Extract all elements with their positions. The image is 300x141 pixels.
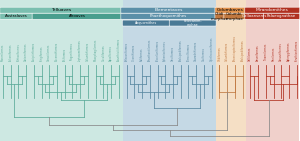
Text: Opisthocomiformes: Opisthocomiformes: [210, 37, 214, 61]
Text: Apodiformes: Apodiformes: [109, 45, 113, 61]
Text: Galloanseres: Galloanseres: [242, 14, 267, 18]
FancyBboxPatch shape: [215, 7, 246, 13]
Text: Otidiformes: Otidiformes: [218, 46, 221, 61]
Bar: [1, 0, 123, 141]
Text: Trogoniformes: Trogoniformes: [70, 43, 74, 61]
Text: Phaethoquornithes: Phaethoquornithes: [150, 14, 187, 18]
Text: Cuculiformes: Cuculiformes: [101, 45, 105, 61]
FancyBboxPatch shape: [0, 7, 122, 13]
FancyBboxPatch shape: [263, 13, 300, 19]
Text: Casuariiformes: Casuariiformes: [279, 42, 283, 61]
FancyBboxPatch shape: [245, 13, 263, 19]
Text: Apterygiformes: Apterygiformes: [287, 42, 291, 61]
Text: Bucerotiformes: Bucerotiformes: [55, 42, 59, 61]
Text: Rheiformes: Rheiformes: [272, 47, 276, 61]
Text: Afroaves: Afroaves: [69, 14, 86, 18]
Text: Gruiformes: Gruiformes: [202, 47, 206, 61]
Text: Australaves: Australaves: [5, 14, 28, 18]
Text: Struthioniformes: Struthioniformes: [295, 40, 299, 61]
Text: Elementaves: Elementaves: [154, 8, 183, 12]
Text: Palaeognathae: Palaeognathae: [267, 14, 296, 18]
Text: Musophagiformes: Musophagiformes: [94, 39, 98, 61]
FancyBboxPatch shape: [245, 7, 300, 13]
Bar: [123, 0, 216, 141]
Text: Columbaves: Columbaves: [217, 8, 244, 12]
Text: Sphenisciformes: Sphenisciformes: [163, 40, 167, 61]
Text: Passeriformes: Passeriformes: [1, 44, 5, 61]
FancyBboxPatch shape: [121, 7, 216, 13]
Text: Phaethontiformes: Phaethontiformes: [148, 39, 152, 61]
Text: Pterocliformes: Pterocliformes: [187, 43, 190, 61]
Text: Leptosomiformes: Leptosomiformes: [78, 39, 82, 61]
Text: Anseriformes: Anseriformes: [256, 45, 260, 61]
Text: Phoenicopteriformes: Phoenicopteriformes: [233, 35, 237, 61]
Text: Podicipediformes: Podicipediformes: [179, 39, 183, 61]
Text: Pelecanim-
orphae: Pelecanim- orphae: [183, 19, 202, 27]
Text: Podicipediformes: Podicipediformes: [241, 39, 244, 61]
Text: Acanthisittiformes: Acanthisittiformes: [117, 38, 121, 61]
FancyBboxPatch shape: [169, 20, 216, 26]
Text: Psittaciformes: Psittaciformes: [16, 43, 20, 61]
Text: Aequornithes: Aequornithes: [135, 21, 157, 25]
Text: Strigiformes: Strigiformes: [40, 46, 44, 61]
Bar: [247, 0, 299, 141]
Text: Cariamiformes: Cariamiformes: [24, 43, 28, 61]
Text: Coraciiformes: Coraciiformes: [47, 44, 51, 61]
Text: Otidi-
morphae: Otidi- morphae: [211, 12, 229, 21]
Text: Pelecaniformes: Pelecaniformes: [124, 42, 129, 61]
Text: Ciconiiformes: Ciconiiformes: [132, 44, 136, 61]
Text: Procellariiformes: Procellariiformes: [155, 40, 160, 61]
Text: Columbi-
morphae: Columbi- morphae: [226, 12, 244, 21]
Text: Columbiformes: Columbiformes: [86, 42, 90, 61]
Text: Mirandornithes: Mirandornithes: [256, 8, 289, 12]
Text: Suliformes: Suliformes: [140, 48, 144, 61]
Text: Telluaves: Telluaves: [51, 8, 71, 12]
FancyBboxPatch shape: [32, 13, 122, 19]
FancyBboxPatch shape: [122, 20, 170, 26]
Text: Charadriiformes: Charadriiformes: [194, 41, 198, 61]
Text: Columbiformes: Columbiformes: [225, 42, 229, 61]
Text: Piciformes: Piciformes: [63, 48, 67, 61]
FancyBboxPatch shape: [215, 13, 224, 19]
Text: Galliformes: Galliformes: [248, 47, 252, 61]
Text: Falconiformes: Falconiformes: [9, 44, 13, 61]
Text: Tinamiformes: Tinamiformes: [264, 44, 268, 61]
Text: Gaviiformes: Gaviiformes: [171, 46, 175, 61]
Text: Accipitriformes: Accipitriformes: [32, 42, 36, 61]
FancyBboxPatch shape: [224, 13, 246, 19]
FancyBboxPatch shape: [121, 13, 216, 19]
Bar: [216, 0, 247, 141]
FancyBboxPatch shape: [0, 13, 32, 19]
